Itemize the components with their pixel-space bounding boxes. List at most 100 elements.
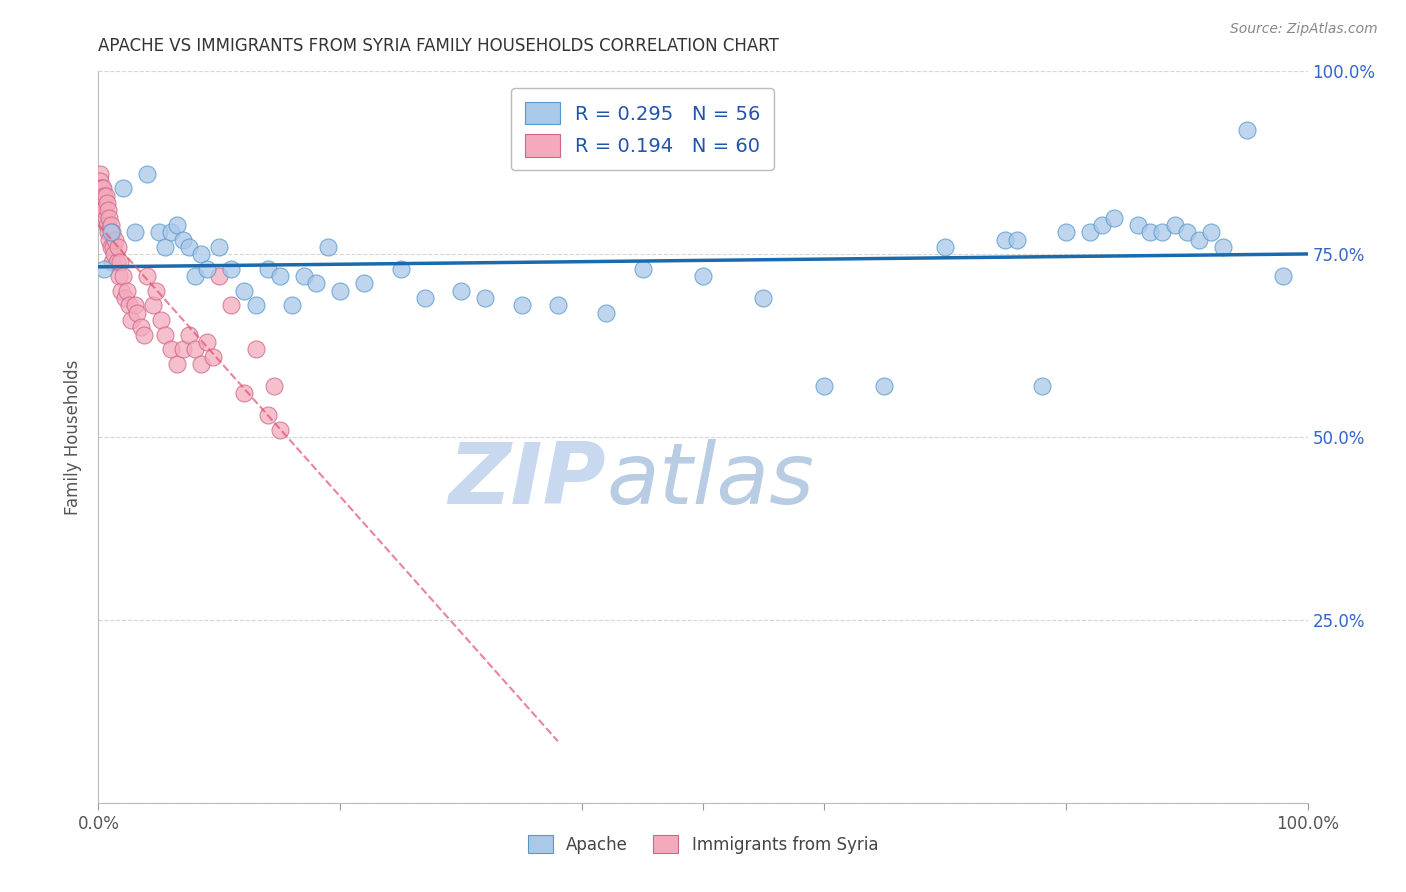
- Point: [245, 298, 267, 312]
- Point: [93, 261, 115, 276]
- Point: [752, 291, 775, 305]
- Point: [96, 196, 118, 211]
- Point: [111, 181, 134, 195]
- Point: [124, 298, 146, 312]
- Point: [108, 254, 131, 268]
- Point: [153, 327, 176, 342]
- Point: [195, 261, 218, 276]
- Point: [101, 240, 124, 254]
- Point: [813, 379, 835, 393]
- Point: [994, 233, 1017, 247]
- Point: [316, 240, 339, 254]
- Point: [595, 306, 617, 320]
- Point: [90, 181, 112, 195]
- Point: [94, 211, 117, 225]
- Point: [232, 386, 254, 401]
- Point: [1031, 379, 1053, 393]
- Point: [1054, 225, 1077, 239]
- Point: [91, 181, 114, 195]
- Point: [150, 313, 173, 327]
- Point: [179, 327, 201, 342]
- Point: [1152, 225, 1174, 239]
- Point: [1128, 218, 1150, 232]
- Point: [172, 343, 194, 357]
- Point: [93, 203, 115, 218]
- Point: [1199, 225, 1222, 239]
- Point: [89, 167, 111, 181]
- Point: [873, 379, 896, 393]
- Point: [103, 247, 125, 261]
- Text: Source: ZipAtlas.com: Source: ZipAtlas.com: [1230, 22, 1378, 37]
- Point: [1139, 225, 1161, 239]
- Point: [100, 254, 122, 268]
- Point: [91, 181, 114, 195]
- Point: [97, 203, 120, 218]
- Point: [631, 261, 654, 276]
- Point: [98, 233, 121, 247]
- Point: [98, 211, 121, 225]
- Point: [135, 167, 157, 181]
- Text: ZIP: ZIP: [449, 440, 606, 523]
- Point: [184, 343, 207, 357]
- Point: [108, 269, 131, 284]
- Point: [190, 247, 212, 261]
- Point: [1091, 218, 1114, 232]
- Point: [292, 269, 315, 284]
- Point: [111, 269, 134, 284]
- Point: [269, 423, 291, 437]
- Point: [142, 298, 165, 312]
- Point: [110, 284, 132, 298]
- Point: [129, 320, 152, 334]
- Point: [269, 269, 291, 284]
- Point: [353, 277, 375, 291]
- Point: [1078, 225, 1101, 239]
- Point: [1102, 211, 1125, 225]
- Point: [124, 225, 146, 239]
- Point: [127, 306, 149, 320]
- Point: [118, 298, 141, 312]
- Point: [1236, 123, 1258, 137]
- Point: [105, 254, 128, 268]
- Point: [89, 174, 111, 188]
- Point: [389, 261, 412, 276]
- Point: [305, 277, 328, 291]
- Point: [1163, 218, 1185, 232]
- Y-axis label: Family Households: Family Households: [65, 359, 83, 515]
- Point: [195, 334, 218, 349]
- Point: [510, 298, 533, 312]
- Point: [148, 225, 170, 239]
- Point: [208, 240, 231, 254]
- Point: [166, 218, 188, 232]
- Point: [100, 225, 122, 239]
- Point: [153, 240, 176, 254]
- Point: [184, 269, 207, 284]
- Point: [245, 343, 267, 357]
- Point: [134, 327, 156, 342]
- Point: [934, 240, 956, 254]
- Point: [179, 240, 201, 254]
- Point: [90, 188, 112, 202]
- Text: APACHE VS IMMIGRANTS FROM SYRIA FAMILY HOUSEHOLDS CORRELATION CHART: APACHE VS IMMIGRANTS FROM SYRIA FAMILY H…: [98, 37, 779, 54]
- Point: [221, 298, 243, 312]
- Point: [1007, 233, 1029, 247]
- Point: [100, 218, 122, 232]
- Point: [87, 181, 110, 195]
- Point: [1212, 240, 1234, 254]
- Point: [107, 240, 129, 254]
- Point: [281, 298, 304, 312]
- Point: [450, 284, 472, 298]
- Point: [329, 284, 352, 298]
- Point: [160, 343, 183, 357]
- Point: [413, 291, 436, 305]
- Point: [166, 357, 188, 371]
- Point: [114, 291, 136, 305]
- Point: [474, 291, 496, 305]
- Point: [232, 284, 254, 298]
- Point: [117, 284, 139, 298]
- Point: [145, 284, 167, 298]
- Point: [256, 261, 278, 276]
- Point: [104, 233, 127, 247]
- Point: [91, 196, 114, 211]
- Point: [100, 240, 122, 254]
- Point: [94, 188, 117, 202]
